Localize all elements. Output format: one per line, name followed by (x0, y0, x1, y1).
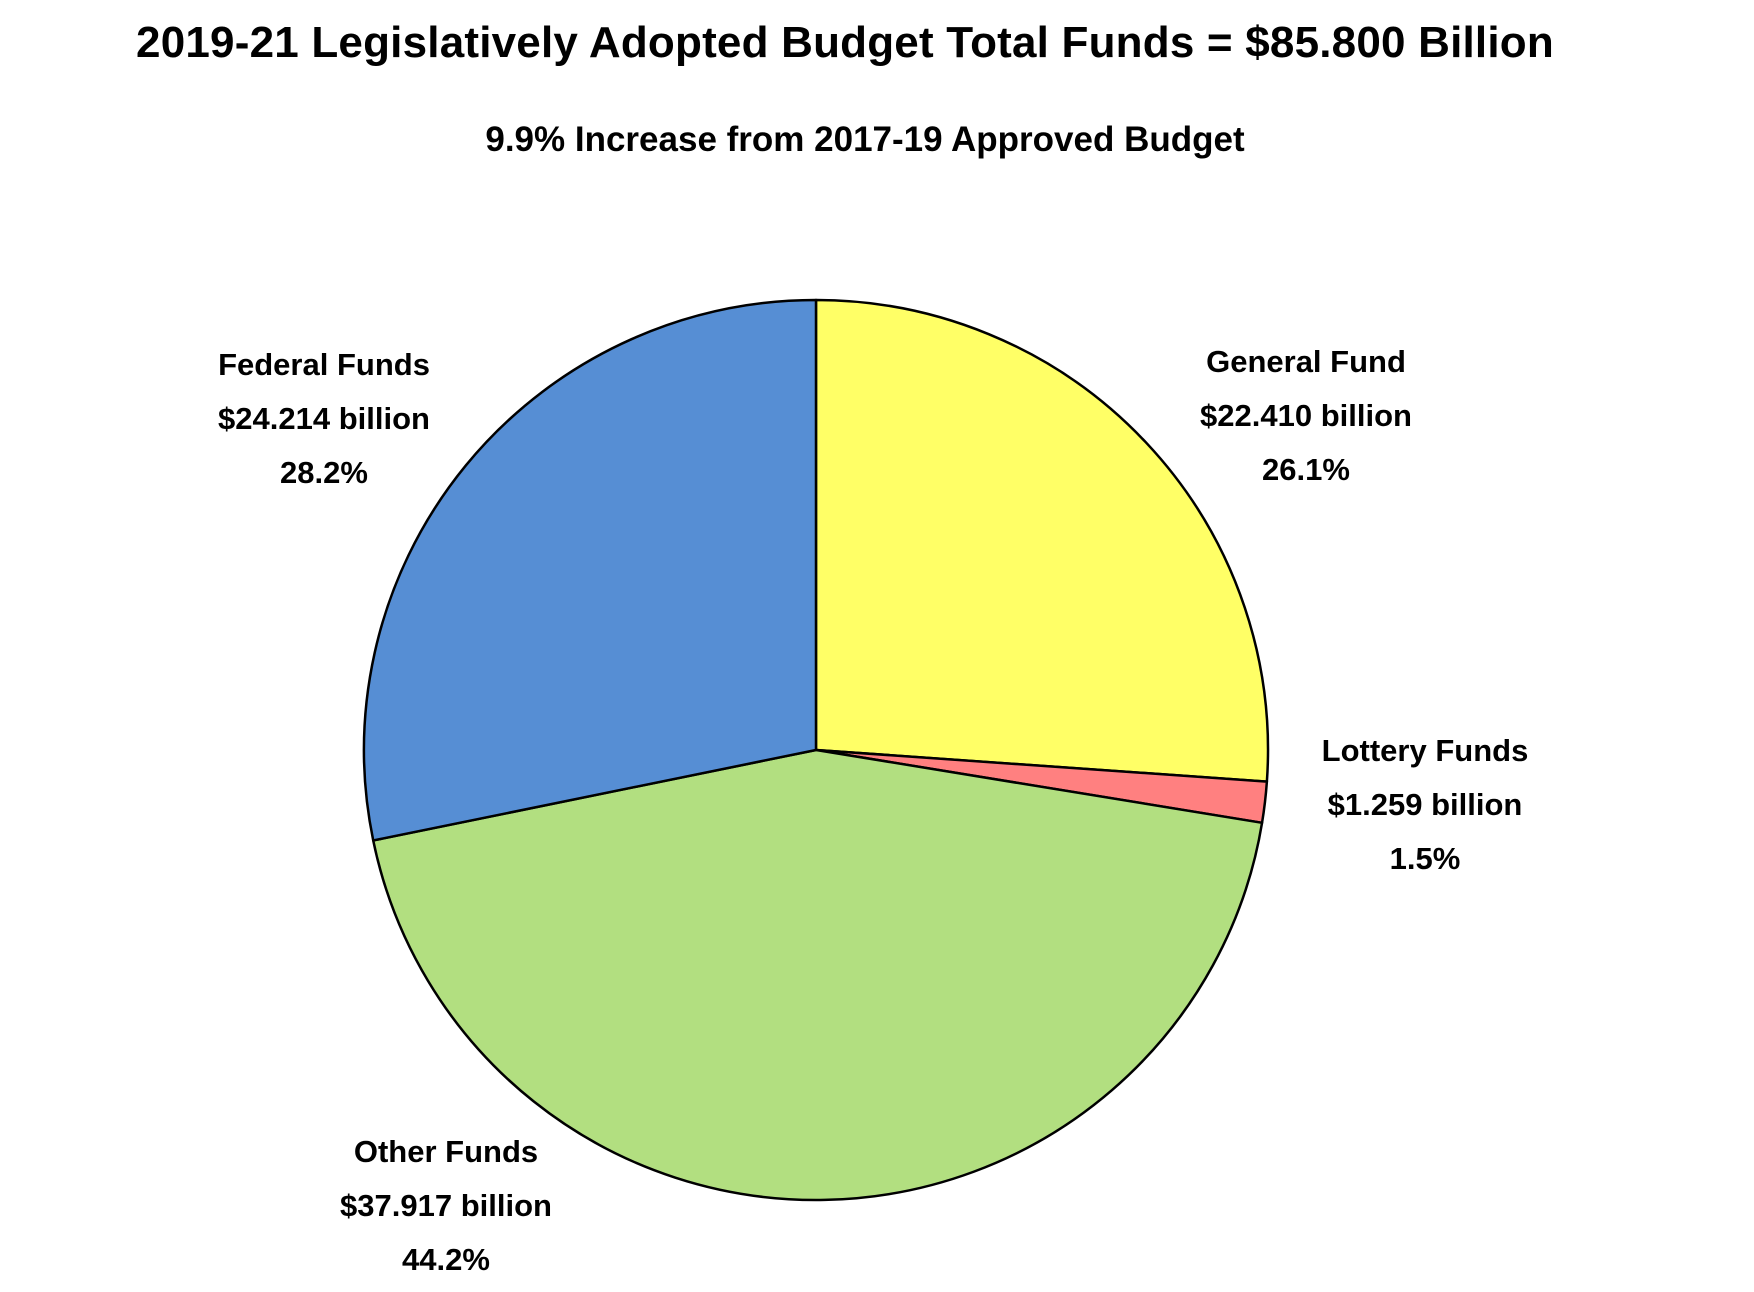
label-lottery-funds-name: Lottery Funds (1321, 733, 1529, 768)
label-general-fund-percent: 26.1% (1262, 452, 1350, 487)
label-lottery-funds: Lottery Funds $1.259 billion 1.5% (1245, 724, 1605, 886)
label-other-funds-name: Other Funds (353, 1134, 539, 1169)
label-federal-funds-percent: 28.2% (280, 455, 368, 490)
label-lottery-funds-value: $1.259 billion (1327, 787, 1523, 822)
label-general-fund-name: General Fund (1206, 344, 1406, 379)
pie-slice-other-funds (371, 748, 1264, 1202)
label-other-funds-value: $37.917 billion (340, 1188, 552, 1223)
pie-slice-general-fund (814, 298, 1270, 783)
label-federal-funds-name: Federal Funds (218, 347, 430, 382)
pie-slice-federal-funds (362, 298, 818, 842)
chart-title: 2019-21 Legislatively Adopted Budget Tot… (136, 18, 1554, 67)
chart-subtitle: 9.9% Increase from 2017-19 Approved Budg… (485, 120, 1245, 159)
label-general-fund-value: $22.410 billion (1200, 398, 1412, 433)
label-general-fund: General Fund $22.410 billion 26.1% (1126, 335, 1486, 497)
label-other-funds-percent: 44.2% (402, 1242, 490, 1277)
label-other-funds: Other Funds $37.917 billion 44.2% (266, 1125, 626, 1287)
label-federal-funds-value: $24.214 billion (218, 401, 430, 436)
label-federal-funds: Federal Funds $24.214 billion 28.2% (144, 338, 504, 500)
label-lottery-funds-percent: 1.5% (1389, 841, 1461, 876)
